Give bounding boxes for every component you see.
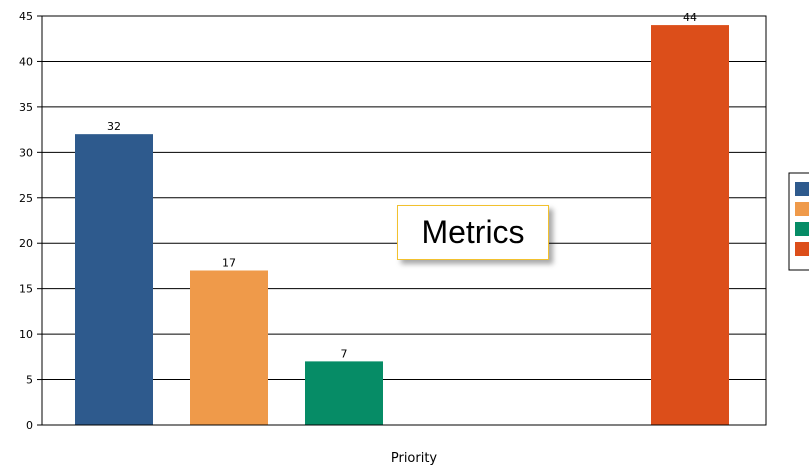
y-tick-label: 15 (19, 283, 33, 296)
gridlines (42, 60, 766, 381)
legend-swatch-3 (795, 222, 809, 236)
plot-frame (41, 15, 767, 426)
data-label-4: 44 (683, 11, 697, 24)
y-tick-label: 0 (26, 419, 33, 432)
data-labels: 32 17 7 44 (107, 11, 697, 360)
y-tick-label: 40 (19, 55, 33, 68)
legend-swatch-1 (795, 182, 809, 196)
bar-3 (305, 361, 383, 425)
legend-swatch-4 (795, 242, 809, 256)
metrics-callout: Metrics (397, 205, 549, 260)
y-tick-label: 20 (19, 237, 33, 250)
y-tick-label: 5 (26, 374, 33, 387)
legend-swatch-2 (795, 202, 809, 216)
data-label-1: 32 (107, 120, 121, 133)
bar-1 (75, 134, 153, 425)
legend (788, 172, 809, 271)
y-tick-label: 25 (19, 192, 33, 205)
bars (75, 25, 729, 425)
y-tick-label: 45 (19, 10, 33, 23)
data-label-3: 7 (341, 347, 348, 360)
y-tick-label: 30 (19, 146, 33, 159)
bar-2 (190, 270, 268, 425)
y-tick-label: 35 (19, 101, 33, 114)
y-tick-label: 10 (19, 328, 33, 341)
data-label-2: 17 (222, 256, 236, 269)
bar-4 (651, 25, 729, 425)
y-axis: 0 5 10 15 20 25 30 35 40 45 (19, 10, 42, 432)
x-axis-title: Priority (391, 451, 438, 466)
